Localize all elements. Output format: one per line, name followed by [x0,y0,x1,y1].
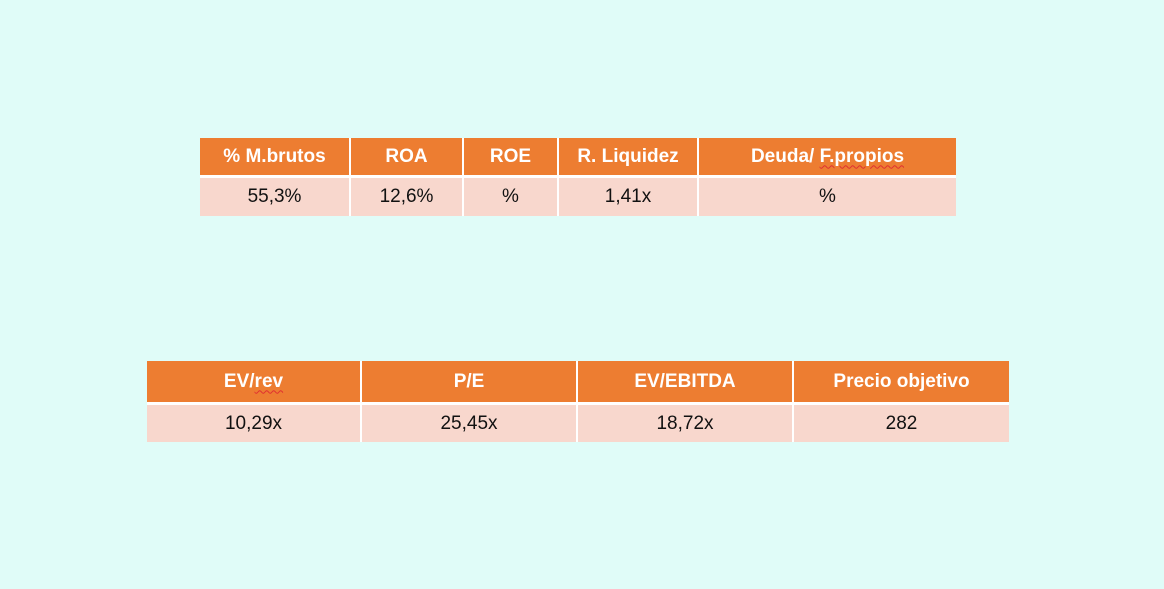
value-liquidity-ratio: 1,41x [559,178,699,216]
value-roa: 12,6% [351,178,464,216]
header-ev-rev: EV/rev [147,361,362,405]
value-ev-ebitda: 18,72x [578,405,794,442]
value-debt-equity: % [699,178,956,216]
header-debt-equity: Deuda/ F.propios [699,138,956,178]
header-target-price: Precio objetivo [794,361,1009,405]
ratios-table: % M.brutos ROA ROE R. Liquidez Deuda/ F.… [200,138,956,216]
value-pe: 25,45x [362,405,578,442]
valuation-value-row: 10,29x 25,45x 18,72x 282 [147,405,1009,442]
value-target-price: 282 [794,405,1009,442]
header-rev-label: rev [254,370,284,392]
header-margin-gross: % M.brutos [200,138,351,178]
value-margin-gross: 55,3% [200,178,351,216]
header-roa: ROA [351,138,464,178]
valuation-table: EV/rev P/E EV/EBITDA Precio objetivo 10,… [147,361,1009,442]
header-liquidity-ratio: R. Liquidez [559,138,699,178]
header-debt-label: Deuda/ [750,145,820,167]
value-roe: % [464,178,559,216]
header-equity-label: F.propios [819,145,905,167]
header-pe: P/E [362,361,578,405]
ratios-value-row: 55,3% 12,6% % 1,41x % [200,178,956,216]
ratios-header-row: % M.brutos ROA ROE R. Liquidez Deuda/ F.… [200,138,956,178]
header-roe: ROE [464,138,559,178]
header-ev-ebitda: EV/EBITDA [578,361,794,405]
value-ev-rev: 10,29x [147,405,362,442]
header-ev-label: EV/ [223,370,255,392]
valuation-header-row: EV/rev P/E EV/EBITDA Precio objetivo [147,361,1009,405]
